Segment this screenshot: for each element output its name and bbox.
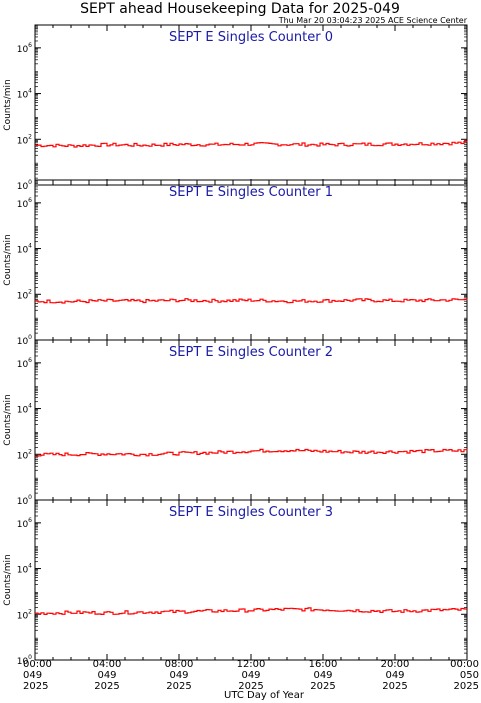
- x-tick-label: 049: [313, 670, 332, 681]
- y-axis-label: Counts/min: [3, 79, 13, 130]
- y-axis-label: Counts/min: [3, 394, 13, 445]
- panel-frame: [34, 179, 468, 341]
- x-tick-label: 16:00: [309, 659, 338, 670]
- y-tick-label: 106: [17, 517, 32, 530]
- data-series-line: [35, 607, 467, 615]
- panels-group: 100 102 104 106 Counts/min SEPT E Singles Cou…: [3, 24, 468, 667]
- y-tick-label: 104: [17, 403, 32, 416]
- x-tick-label: 20:00: [381, 659, 410, 670]
- panel-title: SEPT E Singles Counter 0: [169, 30, 333, 45]
- y-tick-label: 100: [17, 334, 32, 347]
- y-tick-label: 102: [17, 288, 32, 301]
- x-tick-label: 2025: [94, 681, 119, 692]
- x-axis-title: UTC Day of Year: [224, 690, 305, 701]
- x-tick-label: 2025: [454, 681, 479, 692]
- x-tick-label: 00:00: [450, 659, 479, 670]
- y-tick-label: 102: [17, 448, 32, 461]
- x-tick-label: 049: [97, 670, 116, 681]
- y-tick-label: 102: [17, 608, 32, 621]
- chart-panel-2: 100 102 104 106 Counts/min SEPT E Singles Cou…: [3, 339, 468, 507]
- x-tick-label: 049: [23, 670, 42, 681]
- panel-frame: [34, 499, 468, 661]
- y-tick-label: 104: [17, 563, 32, 576]
- y-tick-label: 100: [17, 494, 32, 507]
- y-tick-label: 106: [17, 357, 32, 370]
- timestamp-label: Thu Mar 20 03:04:23 2025 ACE Science Cen…: [278, 16, 468, 25]
- x-tick-label: 2025: [23, 681, 48, 692]
- panel-title: SEPT E Singles Counter 2: [169, 345, 333, 360]
- y-axis-label: Counts/min: [3, 234, 13, 285]
- x-tick-label: 08:00: [165, 659, 194, 670]
- x-tick-label: 049: [241, 670, 260, 681]
- chart-panel-0: 100 102 104 106 Counts/min SEPT E Singles Cou…: [3, 24, 468, 192]
- y-tick-label: 100: [17, 179, 32, 192]
- panel-frame: [34, 339, 468, 501]
- x-tick-label: 12:00: [237, 659, 266, 670]
- x-tick-label: 2025: [310, 681, 335, 692]
- figure-title: SEPT ahead Housekeeping Data for 2025-04…: [80, 1, 400, 17]
- panel-title: SEPT E Singles Counter 1: [169, 185, 333, 200]
- y-tick-label: 106: [17, 42, 32, 55]
- y-tick-label: 102: [17, 133, 32, 146]
- y-axis-label: Counts/min: [3, 554, 13, 605]
- y-tick-label: 106: [17, 197, 32, 210]
- x-tick-label: 050: [460, 670, 479, 681]
- panel-title: SEPT E Singles Counter 3: [169, 505, 333, 520]
- x-tick-label: 00:00: [23, 659, 52, 670]
- x-tick-label: 049: [385, 670, 404, 681]
- x-tick-label: 2025: [166, 681, 191, 692]
- data-series-line: [35, 448, 468, 457]
- x-tick-label: 049: [169, 670, 188, 681]
- x-tick-label: 2025: [382, 681, 407, 692]
- panel-frame: [34, 24, 468, 186]
- y-tick-label: 104: [17, 243, 32, 256]
- x-axis-labels: 00:00049202504:00049202508:00049202512:0…: [23, 659, 479, 692]
- x-tick-label: 04:00: [93, 659, 122, 670]
- data-series-line: [35, 298, 468, 304]
- y-tick-label: 104: [17, 88, 32, 101]
- data-series-line: [35, 140, 468, 148]
- chart-panel-1: 100 102 104 106 Counts/min SEPT E Singles Cou…: [3, 179, 468, 347]
- x-tick-label: 2025: [238, 681, 263, 692]
